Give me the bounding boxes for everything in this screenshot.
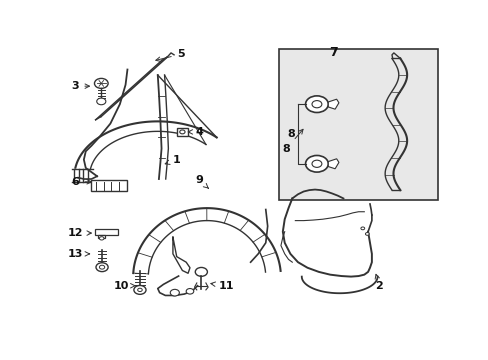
Circle shape: [311, 160, 321, 167]
Bar: [91, 180, 127, 191]
Bar: [279, 49, 437, 200]
Text: 2: 2: [374, 274, 383, 291]
Circle shape: [305, 156, 327, 172]
Bar: [98, 235, 105, 238]
Text: 1: 1: [165, 155, 180, 165]
Circle shape: [365, 233, 368, 235]
Polygon shape: [327, 159, 338, 169]
Circle shape: [180, 130, 184, 134]
Circle shape: [94, 78, 108, 89]
Text: 9: 9: [195, 175, 208, 188]
Text: 11: 11: [210, 281, 233, 291]
Circle shape: [134, 285, 146, 294]
Circle shape: [138, 288, 142, 292]
Text: 8: 8: [282, 129, 303, 153]
Circle shape: [186, 288, 193, 294]
Text: 4: 4: [188, 127, 203, 137]
Bar: [95, 229, 118, 235]
Circle shape: [97, 98, 105, 105]
Circle shape: [96, 263, 108, 271]
Circle shape: [195, 267, 207, 276]
Text: 10: 10: [114, 281, 135, 291]
Circle shape: [170, 289, 179, 296]
Polygon shape: [327, 99, 338, 109]
Text: 5: 5: [156, 49, 184, 62]
Circle shape: [99, 265, 104, 269]
Bar: [176, 128, 188, 136]
Text: 12: 12: [68, 228, 91, 238]
Text: 7: 7: [329, 46, 338, 59]
Text: 13: 13: [68, 249, 89, 259]
Text: 3: 3: [72, 81, 89, 91]
Text: 8: 8: [287, 129, 295, 139]
Text: 6: 6: [71, 177, 91, 187]
Circle shape: [305, 96, 327, 112]
Circle shape: [360, 227, 364, 230]
Circle shape: [311, 100, 321, 108]
Circle shape: [99, 237, 104, 240]
